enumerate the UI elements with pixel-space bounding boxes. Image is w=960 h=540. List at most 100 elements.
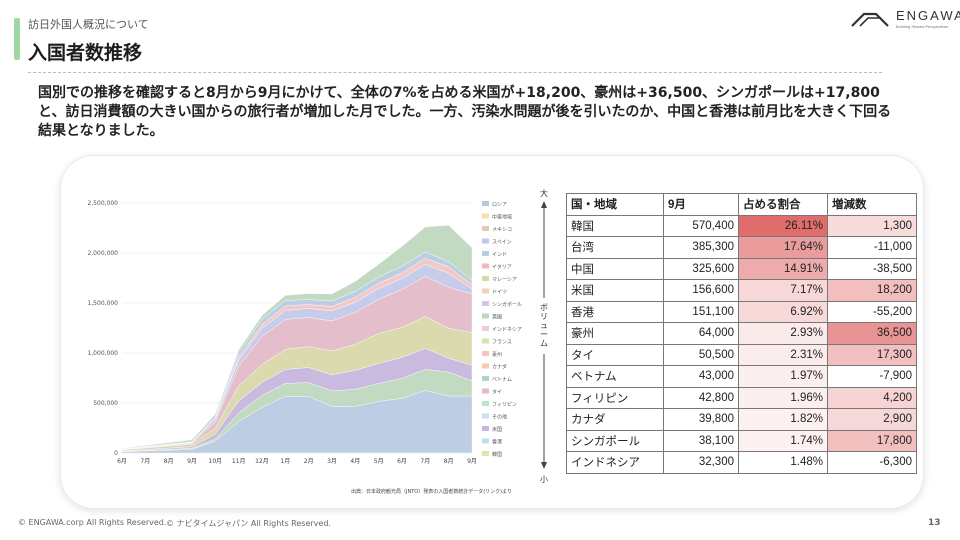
volume-top-label: 大 <box>540 188 548 198</box>
cell-change: -7,900 <box>827 365 917 388</box>
cell-change: 2,900 <box>827 408 917 431</box>
chart-source: 出典：日本政府観光局（JNTO）発表の入国者数統計データ(リンク)より <box>351 488 512 495</box>
cell-september: 42,800 <box>663 386 739 409</box>
y-tick-label: 2,500,000 <box>87 200 118 207</box>
legend-swatch <box>482 363 489 369</box>
cell-september: 570,400 <box>663 214 739 237</box>
cell-change: -11,000 <box>827 236 917 259</box>
legend-label: シンガポール <box>492 301 522 308</box>
cell-september: 32,300 <box>663 451 739 474</box>
cell-country: 中国 <box>566 257 664 280</box>
x-tick-label: 1月 <box>280 458 290 465</box>
cell-country: 香港 <box>566 300 664 323</box>
legend-swatch <box>482 238 489 244</box>
table-row: 香港 151,100 6.92% -55,200 <box>566 300 917 323</box>
legend-swatch <box>482 226 489 231</box>
title-divider <box>28 72 882 73</box>
stacked-area-chart: 0 500,000 1,000,000 1,500,000 2,000,000 2,500… <box>87 200 522 495</box>
table-row: 台湾 385,300 17.64% -11,000 <box>566 236 917 259</box>
legend-label: その他 <box>492 414 507 421</box>
legend-label: メキシコ <box>492 227 512 233</box>
legend-swatch <box>482 326 489 331</box>
legend-swatch <box>482 301 489 306</box>
table-row: インドネシア 32,300 1.48% -6,300 <box>566 451 917 474</box>
cell-september: 64,000 <box>663 322 739 345</box>
accent-bar <box>14 18 20 60</box>
cell-country: 台湾 <box>566 236 664 259</box>
legend-label: フランス <box>492 340 512 346</box>
cell-country: ベトナム <box>566 365 664 388</box>
cell-september: 151,100 <box>663 300 739 323</box>
y-tick-label: 2,000,000 <box>87 250 118 257</box>
area-series-8 <box>121 225 473 450</box>
cell-september: 50,500 <box>663 343 739 366</box>
cell-share: 1.48% <box>738 451 828 474</box>
cell-share: 6.92% <box>738 300 828 323</box>
cell-share: 1.74% <box>738 429 828 452</box>
cell-share: 26.11% <box>738 214 828 237</box>
legend-swatch <box>482 438 489 444</box>
x-tick-label: 12月 <box>255 458 269 465</box>
legend-label: ドイツ <box>492 290 507 296</box>
y-tick-label: 1,000,000 <box>87 350 118 357</box>
x-tick-label: 8月 <box>164 458 174 465</box>
legend-label: ベトナム <box>492 377 512 383</box>
legend-swatch <box>482 263 489 269</box>
legend-label: 韓国 <box>492 451 502 458</box>
legend-label: イタリア <box>492 264 512 271</box>
legend-swatch <box>482 338 489 344</box>
x-tick-label: 5月 <box>374 458 384 465</box>
volume-scale: 大 ボリューム 小 <box>540 188 548 484</box>
section-label: 訪日外国人概況について <box>28 18 149 31</box>
cell-share: 2.31% <box>738 343 828 366</box>
x-tick-label: 9月 <box>187 458 197 465</box>
table-row: 米国 156,600 7.17% 18,200 <box>566 279 917 302</box>
legend-swatch <box>482 276 489 281</box>
legend-swatch <box>482 413 489 419</box>
table-header-row: 国・地域 9月 占める割合 増減数 <box>566 193 917 216</box>
x-tick-label: 8月 <box>444 458 454 465</box>
table-row: 豪州 64,000 2.93% 36,500 <box>566 322 917 345</box>
legend-label: マレーシア <box>492 277 517 283</box>
cell-country: フィリピン <box>566 386 664 409</box>
engawa-logo-icon <box>851 12 889 27</box>
legend-label: ロシア <box>492 202 507 208</box>
legend-swatch <box>482 388 489 394</box>
legend-swatch <box>482 313 489 319</box>
y-tick-label: 500,000 <box>93 400 118 407</box>
cell-country: シンガポール <box>566 429 664 452</box>
x-tick-label: 3月 <box>327 458 337 465</box>
table-row: フィリピン 42,800 1.96% 4,200 <box>566 386 917 409</box>
x-tick-label: 10月 <box>209 458 223 465</box>
header-country: 国・地域 <box>566 193 664 216</box>
x-tick-label: 7月 <box>420 458 430 465</box>
legend-swatch <box>482 376 489 381</box>
cell-country: 豪州 <box>566 322 664 345</box>
volume-label: ボリューム <box>540 303 548 348</box>
cell-country: インドネシア <box>566 451 664 474</box>
cell-change: 1,300 <box>827 214 917 237</box>
cell-change: 17,800 <box>827 429 917 452</box>
cell-september: 38,100 <box>663 429 739 452</box>
lead-paragraph: 国別での推移を確認すると8月から9月にかけて、全体の7%を占める米国が+18,2… <box>38 85 892 139</box>
cell-september: 325,600 <box>663 257 739 280</box>
cell-change: 17,300 <box>827 343 917 366</box>
cell-september: 43,000 <box>663 365 739 388</box>
cell-share: 1.96% <box>738 386 828 409</box>
legend-label: カナダ <box>492 364 507 371</box>
legend-swatch <box>482 426 489 431</box>
footer-copyright: © ENGAWA.corp All Rights Reserved. <box>18 518 167 527</box>
legend-swatch <box>482 288 489 294</box>
cell-country: カナダ <box>566 408 664 431</box>
cell-country: 米国 <box>566 279 664 302</box>
cell-september: 156,600 <box>663 279 739 302</box>
cell-change: -55,200 <box>827 300 917 323</box>
legend-label: インド <box>492 252 507 258</box>
legend-label: インドネシア <box>492 327 522 333</box>
header-change: 増減数 <box>827 193 917 216</box>
legend-swatch <box>482 201 489 206</box>
cell-change: -6,300 <box>827 451 917 474</box>
cell-share: 2.93% <box>738 322 828 345</box>
legend-label: タイ <box>492 389 502 396</box>
footer-partner: © ナビタイムジャパン All Rights Reserved. <box>166 519 331 528</box>
